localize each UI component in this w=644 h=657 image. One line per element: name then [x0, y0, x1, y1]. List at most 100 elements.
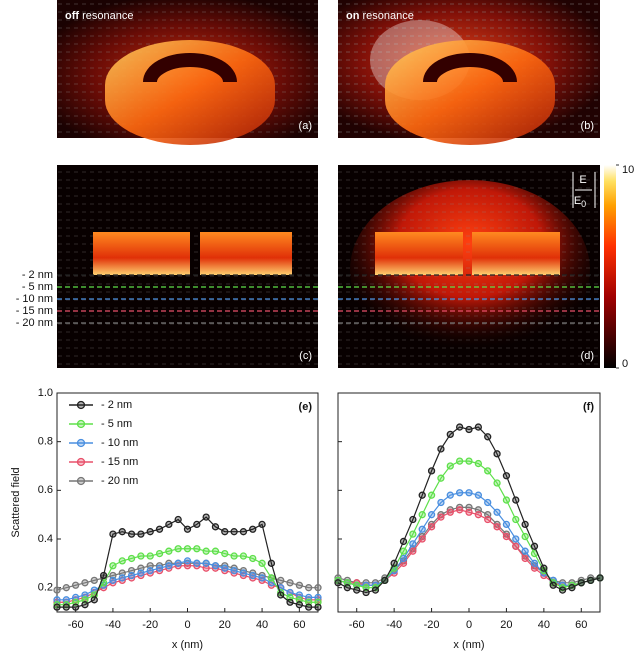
- colorbar-tick-label: 0: [622, 358, 628, 370]
- data-point: [127, 566, 136, 575]
- panel-title: off resonance: [65, 10, 133, 22]
- nanostructure: [105, 40, 275, 145]
- data-point: [53, 596, 61, 604]
- data-point: [530, 564, 539, 572]
- data-point: [474, 459, 483, 468]
- data-point: [465, 503, 473, 512]
- data-point: [230, 528, 238, 536]
- data-point: [221, 564, 229, 572]
- data-point: [314, 593, 322, 602]
- data-point: [221, 549, 229, 558]
- data-point: [71, 603, 80, 611]
- data-point: [371, 586, 380, 594]
- data-point: [81, 579, 89, 587]
- legend-marker: [76, 400, 86, 410]
- panel-label: (a): [299, 120, 312, 132]
- data-point: [249, 525, 257, 533]
- data-point: [549, 581, 557, 589]
- data-point: [146, 552, 154, 560]
- data-point: [418, 511, 426, 519]
- data-point: [258, 574, 266, 582]
- x-tick-label: -60: [68, 619, 84, 631]
- nanostructure-gap: [423, 53, 517, 83]
- data-point: [455, 457, 464, 465]
- data-point: [202, 564, 210, 572]
- data-point: [53, 586, 61, 594]
- data-point: [258, 520, 266, 529]
- x-tick-label: -40: [386, 619, 402, 631]
- data-point: [521, 532, 529, 541]
- data-point: [418, 491, 426, 499]
- data-point: [211, 523, 220, 531]
- data-point: [230, 566, 238, 575]
- data-point: [409, 515, 417, 524]
- data-point: [221, 528, 229, 536]
- data-point: [484, 515, 492, 524]
- data-point: [193, 520, 201, 529]
- data-point: [484, 467, 492, 475]
- panel-title-rest: resonance: [363, 10, 414, 22]
- data-point: [165, 520, 173, 529]
- data-point: [81, 591, 89, 599]
- data-point: [399, 537, 408, 546]
- data-point: [465, 457, 473, 465]
- data-point: [521, 520, 529, 529]
- data-point: [474, 511, 483, 519]
- data-point: [249, 554, 257, 563]
- x-tick-label: 40: [256, 619, 268, 631]
- data-point: [183, 562, 192, 570]
- data-point: [399, 547, 408, 555]
- x-tick-label: 40: [538, 619, 550, 631]
- data-point: [211, 562, 220, 570]
- y-tick-label: 0.2: [38, 582, 53, 594]
- data-point: [512, 496, 520, 504]
- panel-label: (c): [299, 350, 312, 362]
- data-point: [267, 559, 276, 567]
- data-point: [239, 528, 248, 536]
- data-point: [239, 552, 248, 560]
- series-line: [337, 506, 600, 584]
- legend-label: - 5 nm: [101, 418, 132, 430]
- series-line: [337, 509, 601, 586]
- x-tick-label: -60: [349, 619, 365, 631]
- x-axis-label: x (nm): [172, 639, 203, 651]
- panel-title-bold: on: [346, 10, 360, 22]
- panel-title-rest: resonance: [82, 10, 133, 22]
- data-point: [484, 498, 492, 507]
- panel-title-bold: off: [65, 10, 79, 22]
- field-numerator: E: [579, 174, 586, 186]
- data-point: [62, 596, 70, 604]
- legend-label: - 15 nm: [101, 456, 138, 468]
- data-point: [474, 491, 483, 499]
- x-tick-label: 0: [184, 619, 190, 631]
- data-point: [437, 445, 445, 453]
- data-point: [343, 579, 352, 587]
- data-point: [277, 576, 285, 585]
- data-point: [530, 559, 539, 567]
- data-point: [314, 598, 322, 606]
- data-point: [427, 523, 436, 531]
- data-point: [455, 423, 464, 431]
- data-point: [427, 467, 436, 475]
- data-point: [314, 603, 322, 611]
- legend-marker: [76, 419, 86, 429]
- data-point: [267, 574, 276, 582]
- data-point: [484, 433, 492, 441]
- data-point: [465, 489, 473, 497]
- panel-b: [338, 0, 600, 145]
- nanostructure: [93, 232, 190, 275]
- data-point: [71, 593, 80, 602]
- panel-label: (e): [299, 401, 313, 413]
- data-point: [239, 569, 248, 577]
- y-tick-label: 0.6: [38, 484, 53, 496]
- nanostructure: [375, 232, 463, 275]
- data-point: [211, 547, 220, 555]
- nanostructure: [200, 232, 292, 275]
- data-point: [446, 430, 454, 439]
- data-point: [295, 596, 304, 604]
- data-point: [99, 571, 108, 580]
- data-point: [90, 576, 98, 585]
- series-line: [57, 516, 318, 608]
- data-point: [165, 562, 173, 570]
